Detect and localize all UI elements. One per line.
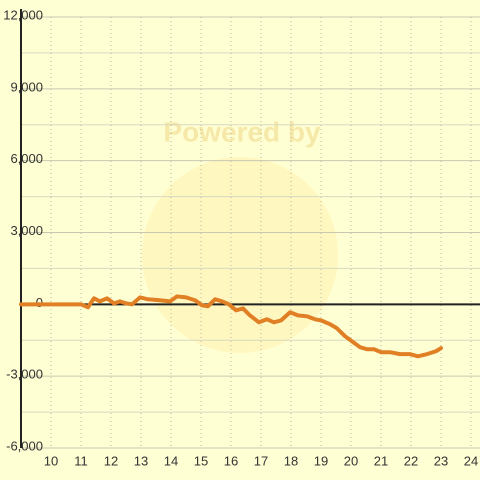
x-tick-label: 12 [104, 453, 118, 468]
y-tick-label: 0 [36, 295, 43, 310]
x-tick-label: 23 [434, 453, 448, 468]
x-tick-label: 16 [224, 453, 238, 468]
x-tick-label: 19 [314, 453, 328, 468]
y-tick-label: 6,000 [10, 151, 43, 166]
y-tick-label: -6,000 [6, 438, 43, 453]
x-tick-label: 13 [134, 453, 148, 468]
y-tick-label: 3,000 [10, 223, 43, 238]
y-tick-label: 12,000 [3, 7, 43, 22]
x-tick-label: 14 [164, 453, 178, 468]
x-tick-label: 24 [464, 453, 478, 468]
y-tick-label: -3,000 [6, 367, 43, 382]
x-tick-label: 20 [344, 453, 358, 468]
x-tick-label: 10 [44, 453, 58, 468]
watermark: Powered by [163, 116, 321, 147]
x-tick-label: 17 [254, 453, 268, 468]
x-tick-label: 15 [194, 453, 208, 468]
x-tick-label: 11 [74, 453, 88, 468]
watermark-logo [142, 157, 338, 353]
x-tick-label: 21 [374, 453, 388, 468]
x-tick-label: 18 [284, 453, 298, 468]
y-tick-label: 9,000 [10, 79, 43, 94]
data-line [19, 294, 443, 359]
x-tick-label: 22 [404, 453, 418, 468]
